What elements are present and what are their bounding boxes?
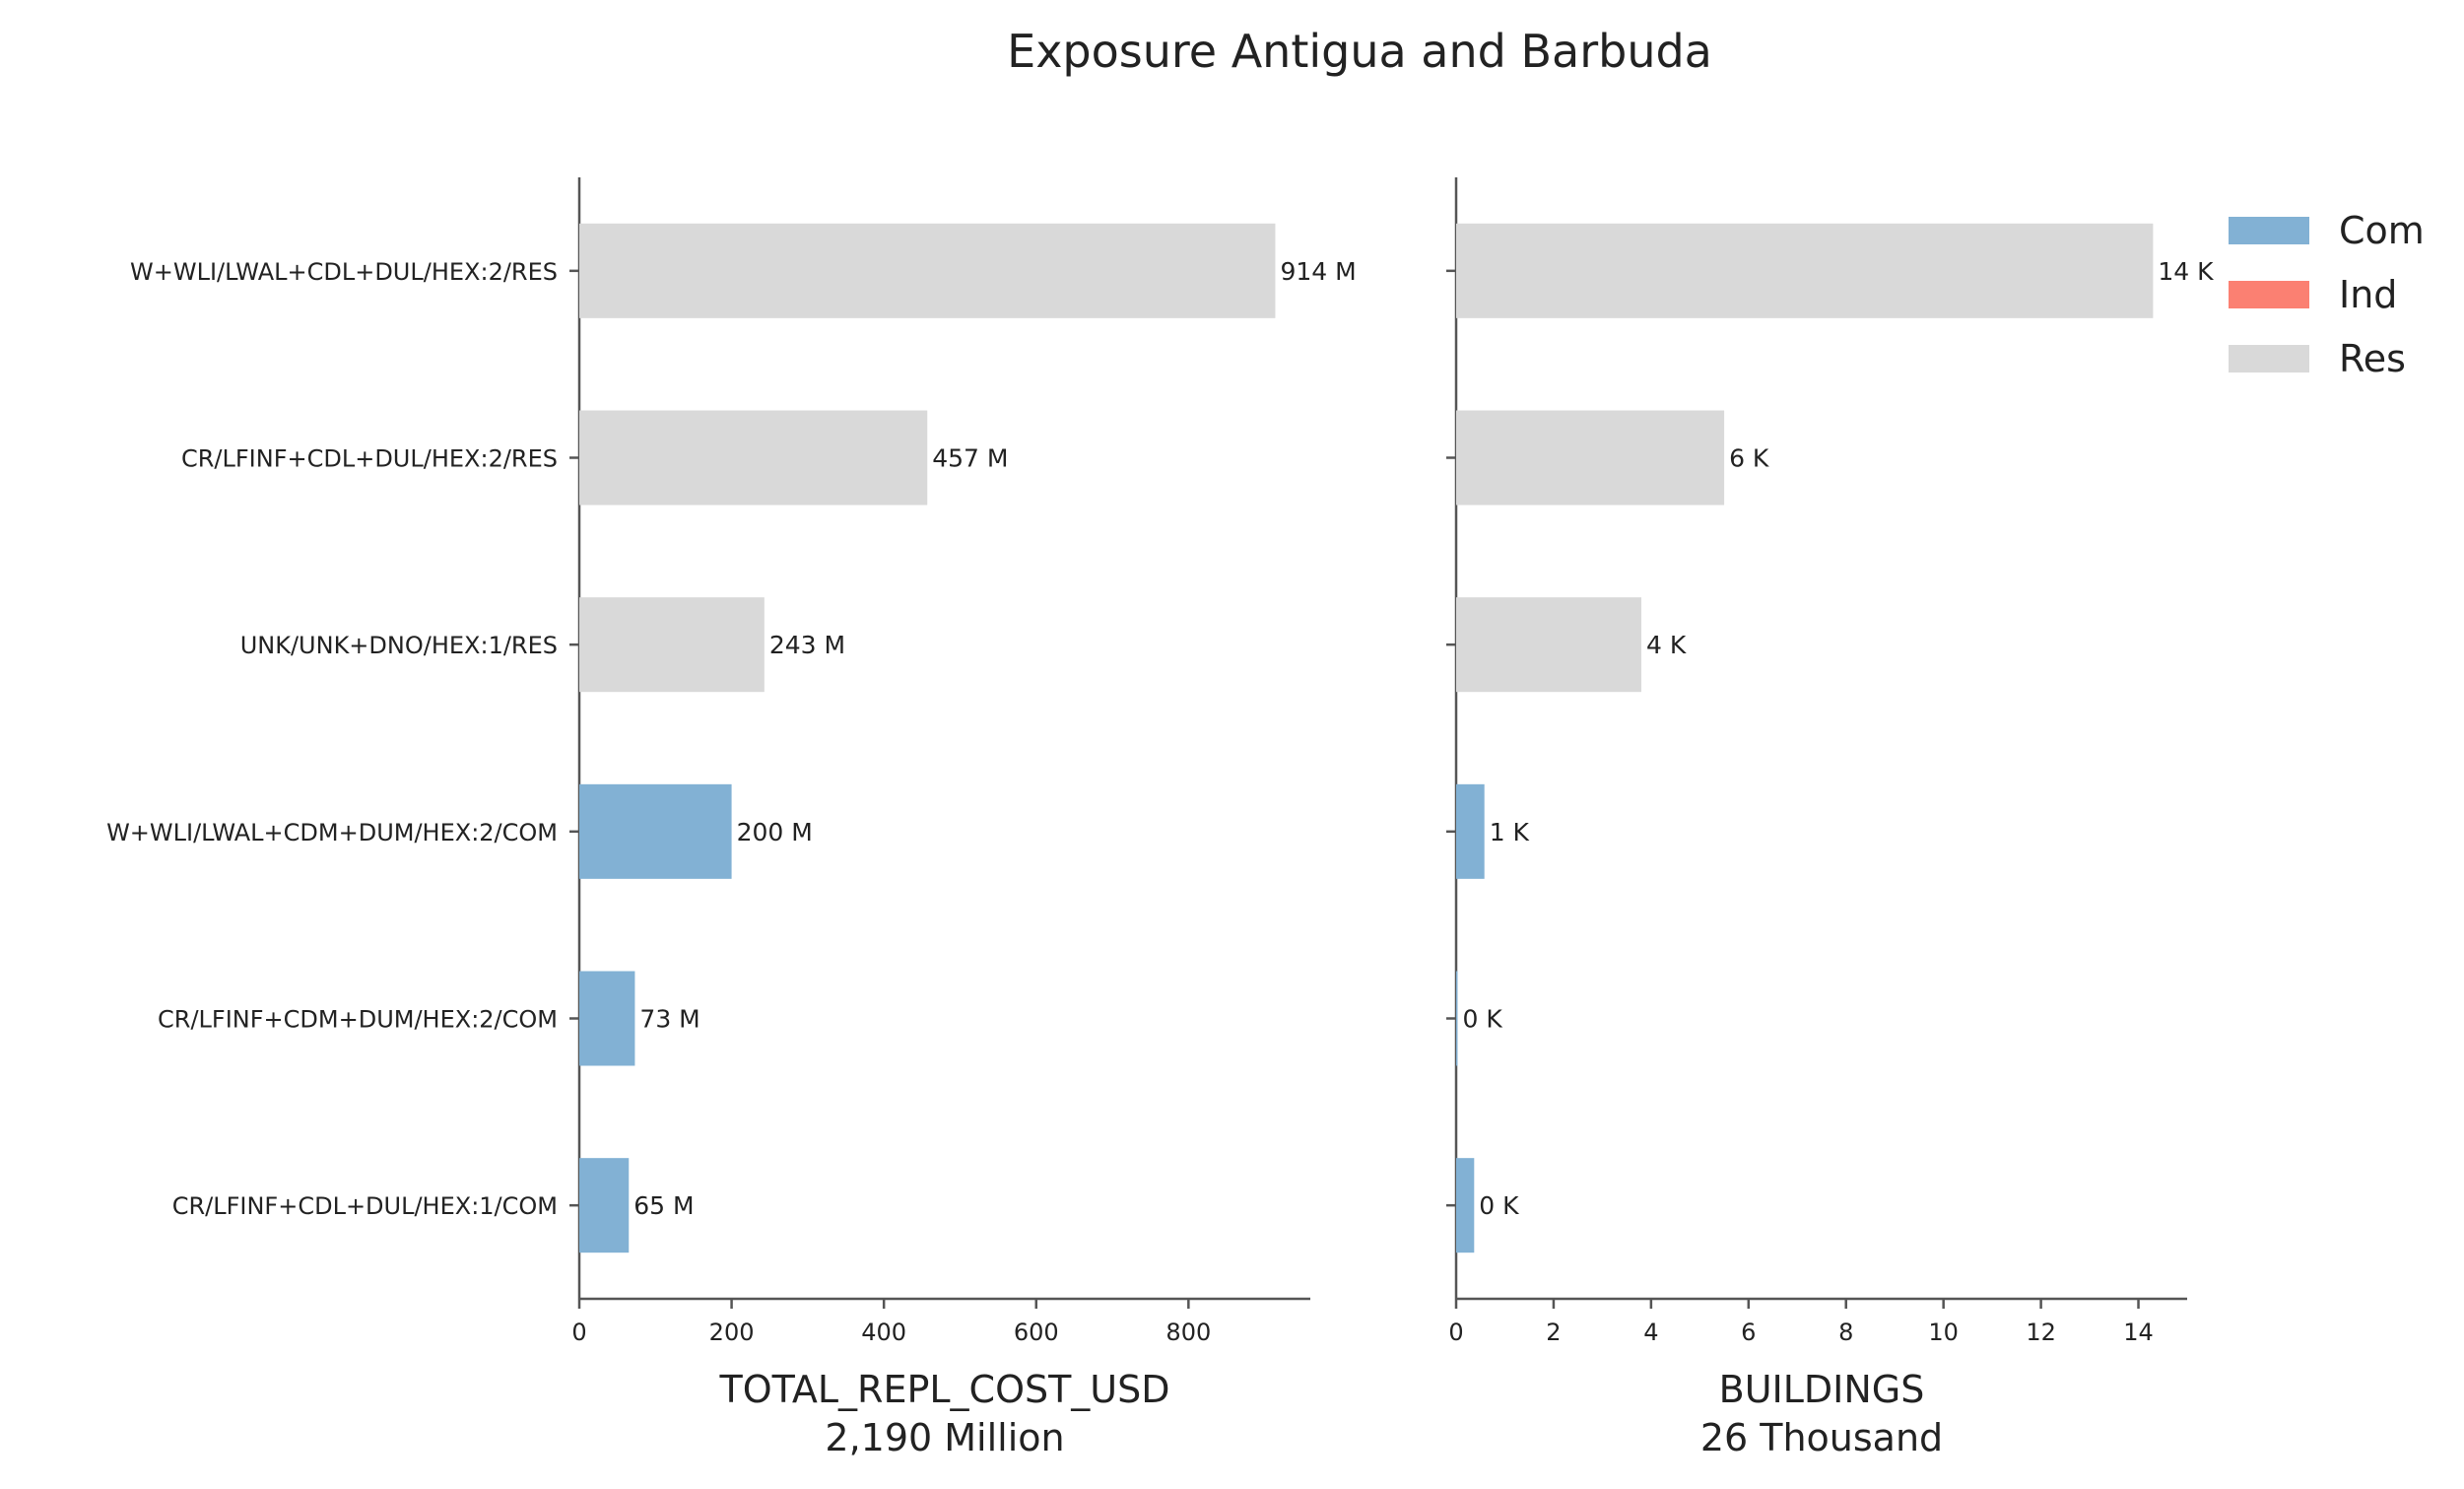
bar [579,597,765,693]
bar [579,223,1276,318]
legend-swatch [2229,281,2309,308]
category-label: CR/LFINF+CDL+DUL/HEX:2/RES [181,445,558,473]
x-tick-label: 200 [709,1319,755,1346]
x-tick-label: 0 [1448,1319,1463,1346]
x-axis-sublabel: 26 Thousand [1700,1416,1943,1459]
legend-swatch [2229,217,2309,244]
bar [1456,783,1485,879]
bar [1456,971,1458,1066]
bar [1456,1158,1475,1253]
data-label: 0 K [1479,1191,1519,1220]
data-label: 1 K [1490,818,1530,846]
data-label: 6 K [1729,444,1769,473]
x-tick-label: 4 [1643,1319,1658,1346]
category-label: CR/LFINF+CDM+DUM/HEX:2/COM [158,1006,558,1034]
x-tick-label: 800 [1165,1319,1211,1346]
x-tick-label: 0 [571,1319,586,1346]
legend-label: Ind [2339,273,2397,316]
category-label: CR/LFINF+CDL+DUL/HEX:1/COM [172,1192,558,1220]
bar [579,1158,630,1253]
data-label: 73 M [639,1005,699,1034]
x-tick-label: 600 [1014,1319,1059,1346]
x-axis-label: BUILDINGS [1719,1368,1925,1411]
bar [1456,410,1725,506]
data-label: 14 K [2158,257,2214,286]
x-tick-label: 12 [2026,1319,2056,1346]
chart-title: Exposure Antigua and Barbuda [1007,25,1712,78]
x-tick-label: 6 [1741,1319,1756,1346]
legend-swatch [2229,345,2309,372]
x-tick-label: 14 [2123,1319,2154,1346]
data-label: 0 K [1462,1005,1502,1034]
legend-label: Res [2339,337,2406,380]
data-label: 457 M [932,444,1008,473]
bar [579,971,635,1066]
x-axis-sublabel: 2,190 Million [825,1416,1064,1459]
x-tick-label: 400 [861,1319,906,1346]
data-label: 65 M [633,1191,694,1220]
bar [1456,597,1641,693]
bar [579,783,732,879]
data-label: 914 M [1280,257,1356,286]
data-label: 200 M [737,818,813,846]
legend-label: Com [2339,209,2425,252]
data-label: 4 K [1646,631,1687,659]
x-tick-label: 10 [1928,1319,1959,1346]
legend: Com Ind Res [2229,209,2425,380]
x-axis-label: TOTAL_REPL_COST_USD [718,1368,1169,1411]
category-label: W+WLI/LWAL+CDM+DUM/HEX:2/COM [106,819,558,846]
x-tick-label: 2 [1546,1319,1561,1346]
bar [579,410,928,506]
category-label: UNK/UNK+DNO/HEX:1/RES [240,632,558,659]
data-label: 243 M [769,631,845,659]
bar [1456,223,2154,318]
panel-2: 14 K 6 K 4 K 1 K 0 K 0 K 0 2 4 6 8 10 12 14 BUILDINGS 2… [1446,177,2214,1459]
category-label: W+WLI/LWAL+CDL+DUL/HEX:2/RES [130,258,558,286]
panel-1: W+WLI/LWAL+CDL+DUL/HEX:2/RES 914 M CR/LFIN… [106,177,1357,1459]
x-tick-label: 8 [1838,1319,1853,1346]
